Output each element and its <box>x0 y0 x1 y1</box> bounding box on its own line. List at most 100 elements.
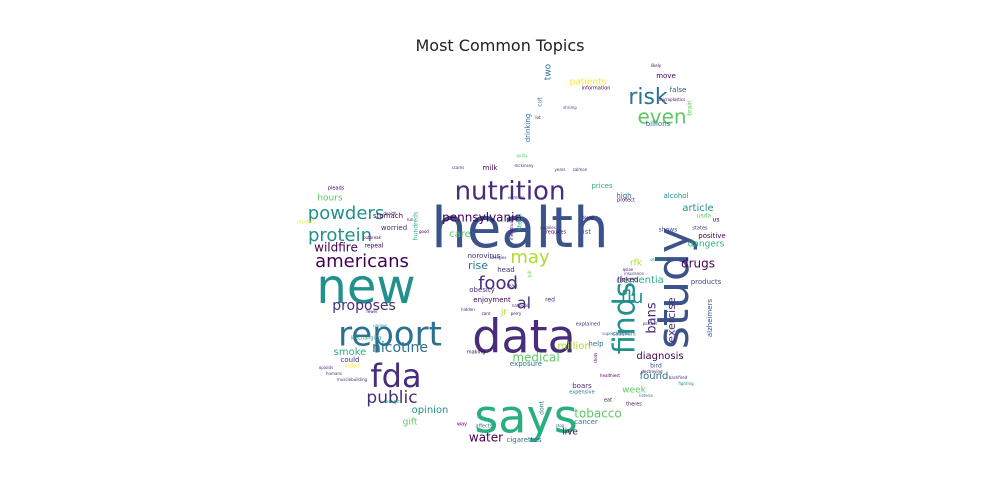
word-report: report <box>338 315 442 355</box>
word-insurance: insurance <box>624 271 644 276</box>
word-may: may <box>510 247 550 268</box>
word-alzheimers: alzheimers <box>706 299 714 338</box>
word-patients: patients <box>570 78 607 88</box>
word-seafood: seafood <box>650 257 666 262</box>
word-hidden: hidden <box>461 307 475 312</box>
word-hours: hours <box>317 194 343 204</box>
word-shows: shows <box>659 227 678 234</box>
word-cancer: cancer <box>574 418 598 426</box>
word-protein: protein <box>308 225 372 246</box>
word-lot: lot <box>535 115 541 120</box>
word-bill: bill <box>528 270 534 277</box>
word-angeles: angeles <box>540 225 556 230</box>
word-womens: womens <box>508 195 525 200</box>
word-week: week <box>622 386 646 396</box>
word-million: million <box>557 341 590 352</box>
word-pennsylvania: pennsylvania <box>442 211 522 225</box>
word-study: study <box>648 227 699 349</box>
word-making: making <box>467 350 486 356</box>
word-even: even <box>637 105 686 129</box>
word-risk: risk <box>628 85 668 110</box>
word-brain: brain <box>687 100 694 116</box>
word-two: two <box>544 63 554 80</box>
word-run: run <box>407 217 414 222</box>
word-protect: protect <box>617 198 635 204</box>
word-nicotine: nicotine <box>372 340 428 356</box>
word-positive: positive <box>698 232 725 240</box>
word-opinion: opinion <box>412 405 449 416</box>
word-list: list <box>581 228 592 236</box>
word-worried: worried <box>381 224 407 232</box>
word-biden: biden <box>345 364 359 370</box>
word-mckinsey: mckinsey <box>515 163 535 168</box>
word-cigarettes: cigarettes <box>507 436 542 444</box>
word-medical: medical <box>512 351 559 365</box>
word-repeal: repeal <box>365 243 384 250</box>
word-good: good <box>419 229 429 234</box>
word-lead: lead <box>507 284 518 290</box>
word-models: models <box>297 220 316 226</box>
word-help: help <box>588 340 604 348</box>
word-boars: boars <box>572 382 592 390</box>
word-hundreds: hundreds <box>413 212 420 240</box>
word-listeria: listeria <box>639 393 653 398</box>
word-usda: usda <box>697 213 712 220</box>
word-smoke: smoke <box>334 347 367 358</box>
word-shrimp: shrimp <box>563 105 577 110</box>
word-asian: asian <box>623 267 634 272</box>
word-rfk: rfk <box>630 259 643 269</box>
word-billions: billions <box>646 120 671 128</box>
word-scams: scams <box>452 165 465 170</box>
word-lifechanging: lifechanging <box>351 336 382 342</box>
word-alcohol: alcohol <box>663 192 688 200</box>
word-fda: fda <box>370 357 421 395</box>
word-dont: dont <box>539 401 546 415</box>
word-data: data <box>472 310 576 364</box>
word-expensive: expensive <box>569 390 594 396</box>
word-water: water <box>469 431 503 445</box>
word-proposes: proposes <box>332 298 396 314</box>
word-healthiest: healthiest <box>600 373 620 378</box>
word-supercharged: supercharged <box>602 331 630 336</box>
word-destroying: destroying <box>641 369 663 374</box>
word-eat: eat <box>604 398 612 404</box>
word-shots: shots <box>593 353 598 364</box>
word-information: information <box>582 86 611 92</box>
word-musclebuilding: musclebuilding <box>337 377 368 382</box>
word-cadmium: cadmium <box>612 332 635 338</box>
word-thought: thought <box>384 399 400 404</box>
word-head: head <box>497 266 514 274</box>
word-humans: humans <box>326 371 342 376</box>
word-linked: linked <box>618 276 639 284</box>
word-rise: rise <box>468 259 488 272</box>
word-finds: finds <box>608 282 643 355</box>
word-milk: milk <box>483 164 499 172</box>
word-products: products <box>691 278 722 286</box>
word-states: states <box>692 226 708 232</box>
word-move: move <box>656 72 676 80</box>
word-affects: affects <box>476 424 493 430</box>
word-food: food <box>478 273 518 294</box>
word-microplastics: microplastics <box>659 97 685 102</box>
word-flu: flu <box>621 287 644 308</box>
word-says: says <box>474 390 577 444</box>
word-dearth: dearth <box>383 211 397 216</box>
word-pleads: pleads <box>328 186 345 192</box>
word-drinking: drinking <box>524 114 532 143</box>
word-national: national <box>512 303 528 308</box>
word-gift: gift <box>403 418 418 428</box>
word-new: new <box>316 259 415 315</box>
word-salmon: salmon <box>573 167 588 172</box>
word-americans: americans <box>315 251 409 272</box>
word-stomach: stomach <box>373 212 403 220</box>
chart-title: Most Common Topics <box>415 36 585 55</box>
word-explained: explained <box>576 322 600 328</box>
word-dementia: dementia <box>616 275 664 286</box>
word-powders: powders <box>308 203 384 224</box>
word-partner: partner <box>643 321 658 326</box>
word-fighting: fighting <box>678 381 694 386</box>
word-perry: perry <box>511 311 522 316</box>
word-high: high <box>616 192 631 200</box>
word-likely: likely <box>651 63 662 68</box>
